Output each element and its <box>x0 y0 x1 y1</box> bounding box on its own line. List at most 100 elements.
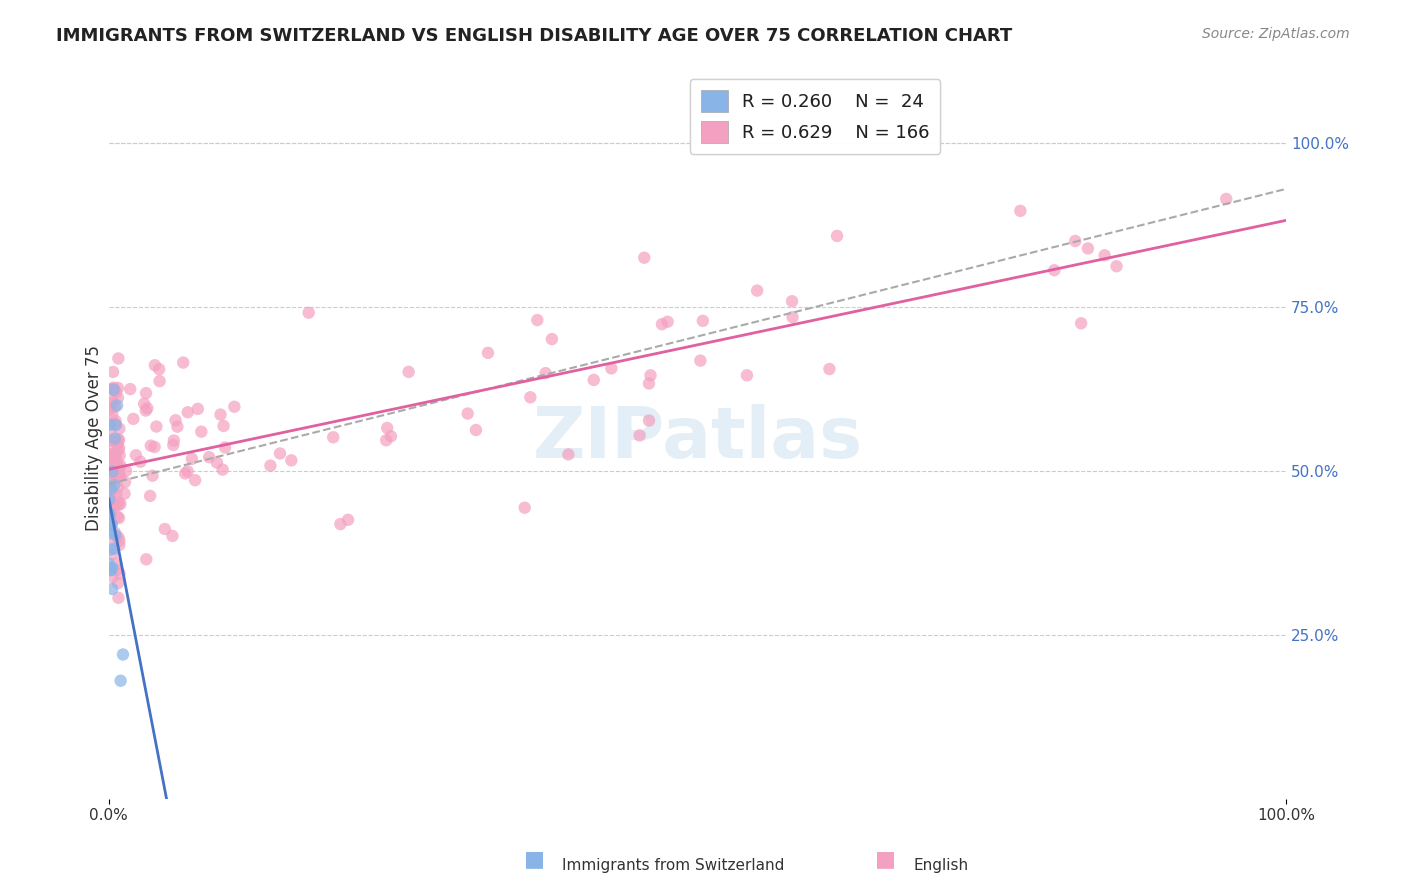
Point <box>557 447 579 461</box>
Text: ■: ■ <box>876 849 896 869</box>
Point <box>534 366 557 380</box>
Point <box>101 486 124 500</box>
Point <box>1094 248 1116 262</box>
Point <box>745 284 768 298</box>
Point <box>107 459 129 474</box>
Point <box>114 475 136 490</box>
Point <box>100 562 122 576</box>
Point <box>98 448 121 462</box>
Point <box>107 576 129 591</box>
Point <box>1043 263 1066 277</box>
Point <box>782 310 804 325</box>
Point <box>280 453 302 467</box>
Point <box>98 509 121 524</box>
Point <box>465 423 488 437</box>
Point <box>190 425 212 439</box>
Point <box>398 365 420 379</box>
Point <box>97 491 120 506</box>
Point <box>105 385 128 400</box>
Text: Source: ZipAtlas.com: Source: ZipAtlas.com <box>1202 27 1350 41</box>
Point <box>104 459 127 474</box>
Point <box>628 428 651 442</box>
Point <box>107 381 129 395</box>
Point <box>375 421 398 435</box>
Point <box>98 480 121 494</box>
Legend: R = 0.260    N =  24, R = 0.629    N = 166: R = 0.260 N = 24, R = 0.629 N = 166 <box>690 79 941 154</box>
Point <box>98 563 121 577</box>
Point <box>104 525 127 540</box>
Point <box>101 434 124 448</box>
Point <box>107 495 129 509</box>
Point <box>107 591 129 605</box>
Y-axis label: Disability Age Over 75: Disability Age Over 75 <box>86 345 103 531</box>
Point <box>103 500 125 515</box>
Point <box>129 455 152 469</box>
Point <box>143 440 166 454</box>
Point <box>101 469 124 483</box>
Point <box>176 464 198 478</box>
Point <box>105 398 128 412</box>
Point <box>108 566 131 581</box>
Point <box>98 479 121 493</box>
Point <box>111 648 134 662</box>
Point <box>108 469 131 483</box>
Point <box>108 441 131 455</box>
Point <box>100 495 122 509</box>
Point <box>135 386 157 401</box>
Point <box>172 355 194 369</box>
Point <box>103 383 125 397</box>
Point <box>98 450 121 465</box>
Point <box>526 313 548 327</box>
Point <box>101 465 124 479</box>
Point <box>98 525 121 540</box>
Point <box>1070 316 1092 330</box>
Point <box>107 436 129 450</box>
Text: ZIPatlas: ZIPatlas <box>533 403 862 473</box>
Point <box>638 413 661 427</box>
Point <box>104 533 127 548</box>
Point <box>107 443 129 458</box>
Point <box>198 450 221 465</box>
Point <box>640 368 662 383</box>
Point <box>103 478 125 492</box>
Point <box>380 429 402 443</box>
Point <box>224 400 246 414</box>
Point <box>114 486 136 500</box>
Point <box>98 496 121 510</box>
Point <box>105 454 128 468</box>
Point <box>98 440 121 454</box>
Point <box>329 517 352 532</box>
Point <box>115 464 138 478</box>
Point <box>105 488 128 502</box>
Point <box>101 547 124 561</box>
Point <box>177 405 200 419</box>
Point <box>633 251 655 265</box>
Point <box>1010 203 1032 218</box>
Point <box>166 419 188 434</box>
Point <box>149 374 172 388</box>
Point <box>163 434 186 448</box>
Point <box>108 468 131 483</box>
Point <box>97 486 120 500</box>
Point <box>689 353 711 368</box>
Point <box>107 509 129 524</box>
Point <box>108 533 131 548</box>
Point <box>519 390 541 404</box>
Point <box>108 449 131 463</box>
Point <box>457 407 479 421</box>
Point <box>98 507 121 521</box>
Point <box>104 417 127 431</box>
Point <box>651 317 673 331</box>
Point <box>214 441 236 455</box>
Point <box>103 452 125 467</box>
Point <box>105 458 128 472</box>
Point <box>103 452 125 467</box>
Point <box>638 376 661 391</box>
Point <box>101 365 124 379</box>
Point <box>162 438 184 452</box>
Point <box>100 516 122 531</box>
Point <box>1215 192 1237 206</box>
Point <box>184 473 207 487</box>
Point <box>101 467 124 482</box>
Point <box>108 422 131 436</box>
